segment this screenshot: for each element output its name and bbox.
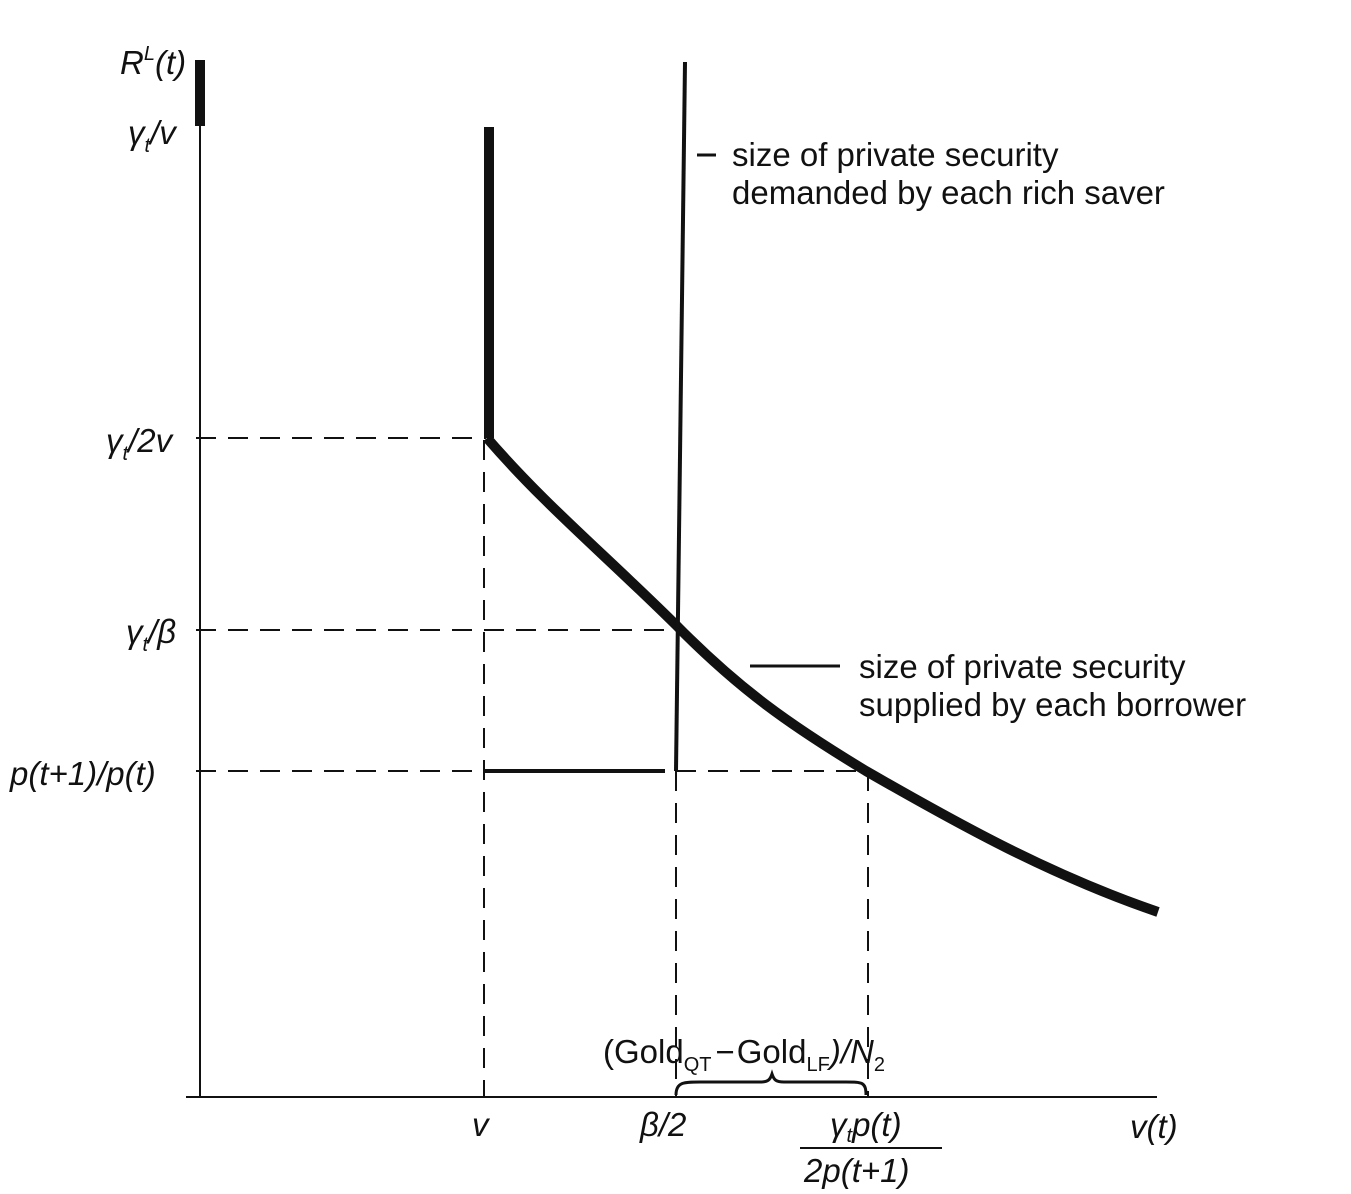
tick-frac-denominator: 2p(t+1) xyxy=(803,1152,909,1189)
demand-vertical-segment xyxy=(674,61,687,772)
tick-v: v xyxy=(472,1106,491,1143)
demand-annotation-line1: size of private security xyxy=(732,136,1059,173)
gold-brace xyxy=(674,1069,868,1096)
tick-frac-numerator: γtp(t) xyxy=(830,1106,902,1147)
tick-price-ratio: p(t+1)/p(t) xyxy=(9,755,156,792)
supply-curve xyxy=(483,434,1160,917)
supply-annotation-line1: size of private security xyxy=(859,648,1186,685)
tick-beta-half: β/2 xyxy=(639,1106,686,1143)
supply-annotation-line2: supplied by each borrower xyxy=(859,686,1246,723)
x-axis-title: v(t) xyxy=(1130,1108,1178,1145)
tick-gamma-over-v: γt/v xyxy=(128,114,178,157)
y-axis-title: RL(t) xyxy=(120,43,186,81)
tick-gamma-over-2v: γt/2v xyxy=(106,422,175,465)
tick-gamma-over-beta: γt/β xyxy=(126,613,176,656)
gold-difference-label: (GoldQT −GoldLF)/N2 xyxy=(603,1033,885,1076)
demand-annotation-line2: demanded by each rich saver xyxy=(732,174,1165,211)
